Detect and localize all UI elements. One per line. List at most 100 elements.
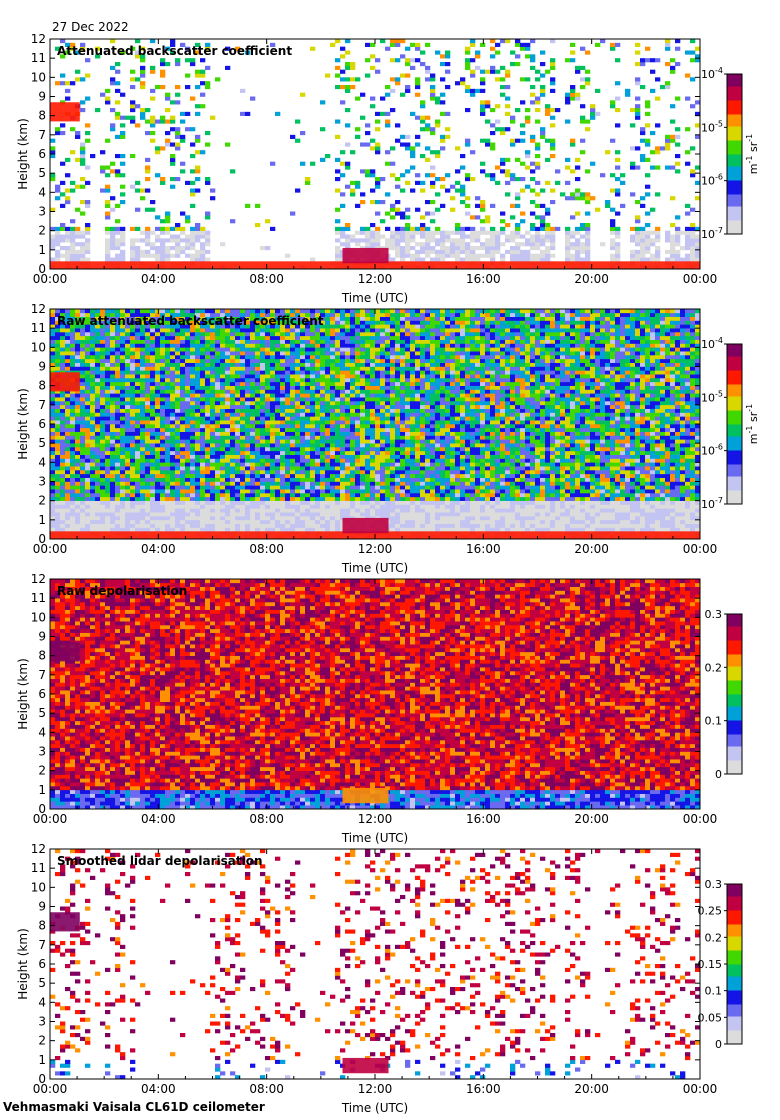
colorbar-segment xyxy=(727,462,742,465)
colorbar-tick-label: 10-4 xyxy=(701,66,723,81)
colorbar-segment xyxy=(727,620,742,623)
heatmap-area xyxy=(50,579,700,809)
y-tick-label: 4 xyxy=(38,185,46,199)
y-tick-label: 0 xyxy=(38,262,46,276)
colorbar-segment xyxy=(727,494,742,497)
colorbar-segment xyxy=(727,390,742,393)
y-tick-label: 3 xyxy=(38,475,46,489)
y-tick-label: 9 xyxy=(38,360,46,374)
colorbar-segment xyxy=(727,498,742,501)
colorbar-segment xyxy=(727,902,742,905)
y-tick-label: 7 xyxy=(38,398,46,412)
colorbar-segment xyxy=(727,180,742,183)
colorbar-segment xyxy=(727,226,742,229)
colorbar-segment xyxy=(727,704,742,707)
colorbar-segment xyxy=(727,140,742,143)
colorbar-segment xyxy=(727,138,742,141)
colorbar-segment xyxy=(727,386,742,389)
colorbar-segment xyxy=(727,220,742,223)
x-tick-label: 08:00 xyxy=(249,542,284,556)
colorbar-segment xyxy=(727,690,742,693)
colorbar-segment xyxy=(727,488,742,491)
colorbar-segment xyxy=(727,364,742,367)
colorbar-segment xyxy=(727,126,742,129)
x-tick-label: 16:00 xyxy=(466,812,501,826)
colorbar-segment xyxy=(727,1034,742,1037)
colorbar-segment xyxy=(727,654,742,657)
colorbar-segment xyxy=(727,738,742,741)
colorbar-segment xyxy=(727,652,742,655)
colorbar-segment xyxy=(727,628,742,631)
colorbar-segment xyxy=(727,978,742,981)
colorbar-segment xyxy=(727,440,742,443)
colorbar-segment xyxy=(727,94,742,97)
colorbar-segment xyxy=(727,382,742,385)
colorbar-segment xyxy=(727,1040,742,1043)
colorbar-segment xyxy=(727,936,742,939)
colorbar-segment xyxy=(727,1036,742,1039)
colorbar-segment xyxy=(727,748,742,751)
colorbar-segment xyxy=(727,962,742,965)
colorbar-segment xyxy=(727,954,742,957)
colorbar-segment xyxy=(727,706,742,709)
colorbar-segment xyxy=(727,688,742,691)
colorbar-segment xyxy=(727,922,742,925)
colorbar-segment xyxy=(727,482,742,485)
colorbar-segment xyxy=(727,614,742,617)
x-tick-label: 08:00 xyxy=(249,1082,284,1096)
colorbar-segment xyxy=(727,416,742,419)
colorbar-segment xyxy=(727,898,742,901)
x-tick-label: 00:00 xyxy=(33,272,68,286)
colorbar-segment xyxy=(727,346,742,349)
colorbar-segment xyxy=(727,920,742,923)
colorbar-segment xyxy=(727,940,742,943)
colorbar-segment xyxy=(727,662,742,665)
y-axis-label: Height (km) xyxy=(16,118,30,189)
colorbar-segment xyxy=(727,92,742,95)
colorbar-frame xyxy=(726,343,743,505)
colorbar-segment xyxy=(727,76,742,79)
colorbar-segment xyxy=(727,980,742,983)
y-tick-label: 9 xyxy=(38,90,46,104)
colorbar-segment xyxy=(727,492,742,495)
date-label: 27 Dec 2022 xyxy=(52,20,129,34)
colorbar-segment xyxy=(727,714,742,717)
colorbar-segment xyxy=(727,368,742,371)
colorbar-segment xyxy=(727,124,742,127)
colorbar-segment xyxy=(727,702,742,705)
colorbar-segment xyxy=(727,1026,742,1029)
colorbar-segment xyxy=(727,1002,742,1005)
colorbar-segment xyxy=(727,148,742,151)
colorbar-segment xyxy=(727,426,742,429)
colorbar-segment xyxy=(727,402,742,405)
y-tick-label: 10 xyxy=(31,610,46,624)
colorbar-segment xyxy=(727,914,742,917)
colorbar-segment xyxy=(727,634,742,637)
colorbar-segment xyxy=(727,206,742,209)
colorbar-segment xyxy=(727,374,742,377)
colorbar-segment xyxy=(727,1028,742,1031)
colorbar-segment xyxy=(727,128,742,131)
colorbar-segment xyxy=(727,106,742,109)
colorbar-segment xyxy=(727,966,742,969)
colorbar: 10-7 10-6 10-5 10-4 m-1 sr-1 xyxy=(701,66,760,241)
colorbar-segment xyxy=(727,1008,742,1011)
x-tick-label: 00:00 xyxy=(683,1082,718,1096)
colorbar-segment xyxy=(727,750,742,753)
colorbar-segment xyxy=(727,502,742,505)
y-tick-label: 1 xyxy=(38,783,46,797)
colorbar-segment xyxy=(727,744,742,747)
colorbar-segment xyxy=(727,982,742,985)
colorbar-segment xyxy=(727,972,742,975)
colorbar-segment xyxy=(727,474,742,477)
colorbar-segment xyxy=(727,680,742,683)
colorbar-tick-label: 0.1 xyxy=(705,985,723,998)
colorbar-segment xyxy=(727,424,742,427)
colorbar-segment xyxy=(727,694,742,697)
colorbar-segment xyxy=(727,948,742,951)
feature-aerosol-layer xyxy=(50,372,80,392)
colorbar-segment xyxy=(727,894,742,897)
colorbar-segment xyxy=(727,1032,742,1035)
colorbar-segment xyxy=(727,158,742,161)
y-tick-label: 1 xyxy=(38,243,46,257)
